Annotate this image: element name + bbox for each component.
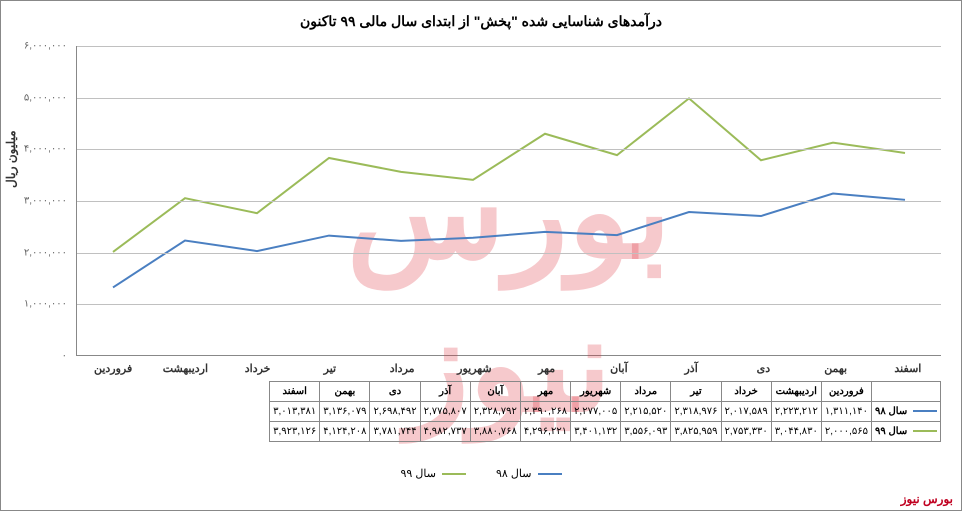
chart-title: درآمدهای شناسایی شده "پخش" از ابتدای سال… — [1, 1, 961, 38]
y-axis-label: میلیون ریال — [4, 131, 18, 189]
legend-item: سال ۹۹ — [400, 467, 466, 480]
y-tick-label: ۱,۰۰۰,۰۰۰ — [7, 299, 67, 310]
table-row-label: سال ۹۹ — [872, 422, 941, 442]
x-tick-label: اسفند — [894, 362, 921, 375]
gridline — [77, 149, 941, 150]
legend-item: سال ۹۸ — [496, 467, 562, 480]
table-header-cell: آبان — [470, 382, 520, 402]
table-cell: ۴,۲۹۶,۲۲۱ — [520, 422, 570, 442]
table-cell: ۲,۰۰۰,۵۶۵ — [821, 422, 871, 442]
table-cell: ۴,۱۲۴,۲۰۸ — [320, 422, 370, 442]
x-tick-label: خرداد — [245, 362, 271, 375]
x-tick-label: مهر — [538, 362, 555, 375]
y-tick-label: ۰ — [7, 351, 67, 362]
table-header-cell: آذر — [420, 382, 470, 402]
series-name: سال ۹۹ — [875, 426, 910, 437]
table-header-cell: فروردین — [821, 382, 871, 402]
gridline — [77, 46, 941, 47]
footer-brand: بورس نیوز — [901, 492, 953, 506]
y-tick-label: ۳,۰۰۰,۰۰۰ — [7, 196, 67, 207]
x-tick-label: بهمن — [824, 362, 847, 375]
plot-area: بورس نیوز ۰۱,۰۰۰,۰۰۰۲,۰۰۰,۰۰۰۳,۰۰۰,۰۰۰۴,… — [76, 46, 941, 356]
table-cell: ۳,۰۴۴,۸۳۰ — [771, 422, 821, 442]
table-cell: ۲,۷۵۳,۳۳۰ — [721, 422, 771, 442]
x-tick-label: فروردین — [94, 362, 132, 375]
x-tick-label: تیر — [324, 362, 336, 375]
table-header-cell: خرداد — [721, 382, 771, 402]
table-cell: ۲,۲۱۵,۵۲۰ — [621, 402, 671, 422]
series-name: سال ۹۸ — [875, 406, 910, 417]
table-header-cell: اسفند — [270, 382, 320, 402]
table-cell: ۴,۹۸۲,۷۳۷ — [420, 422, 470, 442]
data-table: فروردیناردیبهشتخردادتیرمردادشهریورمهرآبا… — [269, 381, 941, 442]
table-row-label: سال ۹۸ — [872, 402, 941, 422]
table-cell: ۳,۱۳۶,۰۷۹ — [320, 402, 370, 422]
y-tick-label: ۴,۰۰۰,۰۰۰ — [7, 144, 67, 155]
gridline — [77, 304, 941, 305]
gridline — [77, 253, 941, 254]
table-cell: ۳,۷۸۱,۷۴۴ — [370, 422, 420, 442]
gridline — [77, 98, 941, 99]
y-tick-label: ۶,۰۰۰,۰۰۰ — [7, 41, 67, 52]
table-cell: ۲,۶۹۸,۴۹۲ — [370, 402, 420, 422]
series-swatch — [913, 410, 937, 412]
series-line — [113, 98, 905, 252]
table-header-cell: مرداد — [621, 382, 671, 402]
legend-label: سال ۹۸ — [496, 468, 535, 480]
table-header-cell: شهریور — [571, 382, 621, 402]
x-tick-label: مرداد — [390, 362, 415, 375]
legend-swatch — [538, 473, 562, 475]
table-cell: ۲,۳۱۸,۹۷۶ — [671, 402, 721, 422]
table-cell: ۲,۲۲۳,۲۱۲ — [771, 402, 821, 422]
legend-label: سال ۹۹ — [400, 468, 439, 480]
legend-swatch — [442, 473, 466, 475]
table-cell: ۲,۲۷۷,۰۰۵ — [571, 402, 621, 422]
legend: سال ۹۸ سال ۹۹ — [1, 467, 961, 480]
series-swatch — [913, 430, 937, 432]
x-tick-label: آبان — [610, 362, 628, 375]
y-tick-label: ۵,۰۰۰,۰۰۰ — [7, 92, 67, 103]
table-cell: ۳,۸۸۰,۷۶۸ — [470, 422, 520, 442]
x-tick-label: اردیبهشت — [163, 362, 208, 375]
table-header-cell: اردیبهشت — [771, 382, 821, 402]
table-cell: ۳,۸۲۵,۹۵۹ — [671, 422, 721, 442]
table-header-cell: بهمن — [320, 382, 370, 402]
chart-container: درآمدهای شناسایی شده "پخش" از ابتدای سال… — [0, 0, 962, 511]
x-tick-label: آذر — [684, 362, 697, 375]
table-header-cell: دی — [370, 382, 420, 402]
table-cell: ۲,۷۷۵,۸۰۷ — [420, 402, 470, 422]
table-corner — [872, 382, 941, 402]
table-cell: ۳,۴۰۱,۱۳۲ — [571, 422, 621, 442]
table-cell: ۱,۳۱۱,۱۴۰ — [821, 402, 871, 422]
x-tick-label: دی — [757, 362, 771, 375]
table-cell: ۲,۰۱۷,۵۸۹ — [721, 402, 771, 422]
x-tick-label: شهریور — [457, 362, 491, 375]
table-cell: ۲,۳۹۰,۲۶۸ — [520, 402, 570, 422]
y-tick-label: ۲,۰۰۰,۰۰۰ — [7, 247, 67, 258]
table-header-cell: تیر — [671, 382, 721, 402]
table-cell: ۲,۳۲۸,۷۹۲ — [470, 402, 520, 422]
table-cell: ۳,۰۱۳,۳۸۱ — [270, 402, 320, 422]
gridline — [77, 201, 941, 202]
table-cell: ۳,۹۲۳,۱۲۶ — [270, 422, 320, 442]
table-cell: ۳,۵۵۶,۰۹۳ — [621, 422, 671, 442]
table-header-cell: مهر — [520, 382, 570, 402]
